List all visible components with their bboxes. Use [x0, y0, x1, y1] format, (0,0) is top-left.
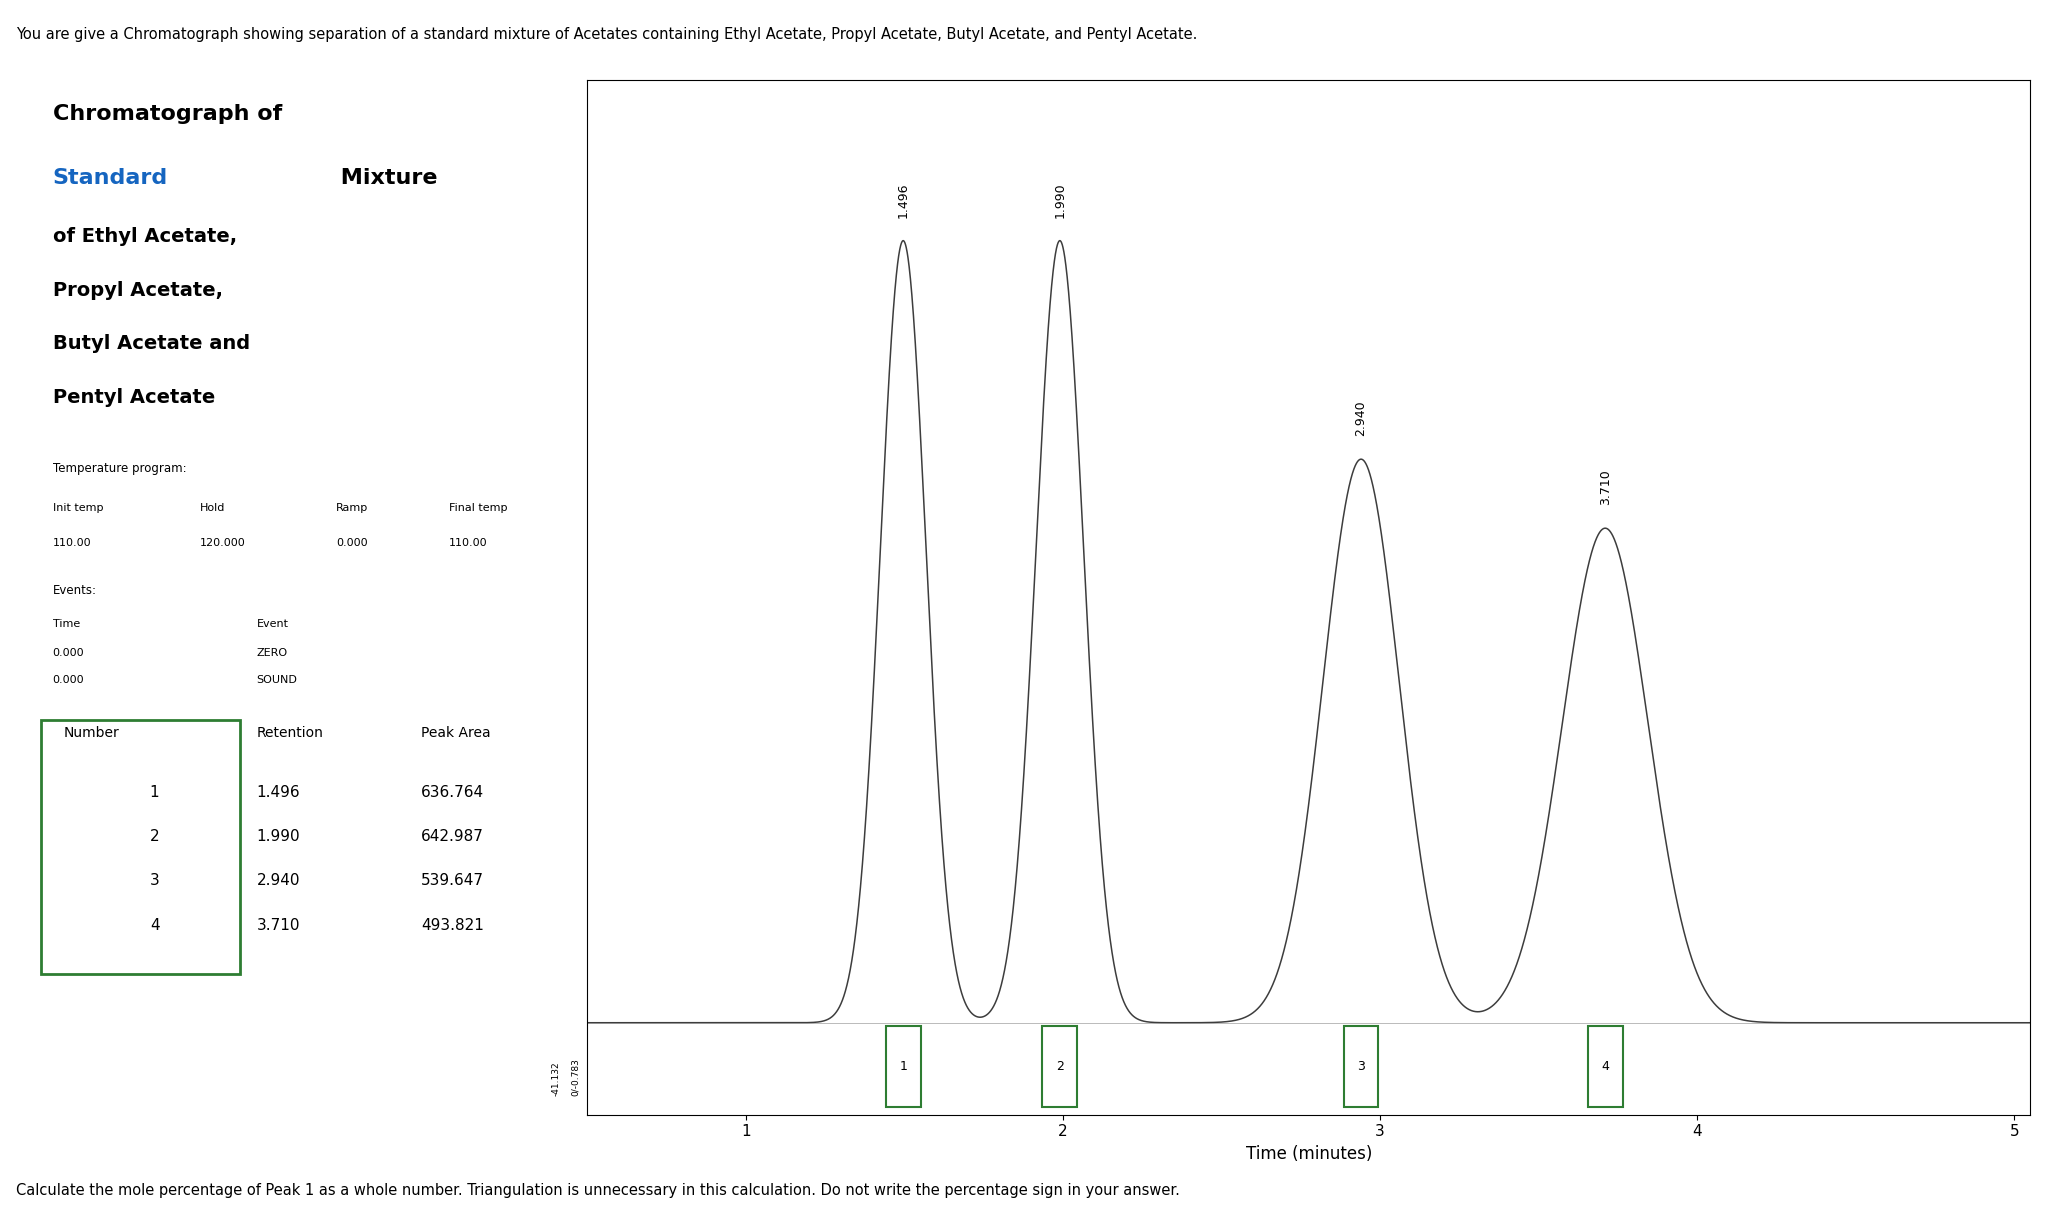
Text: 120.000: 120.000 — [200, 538, 245, 548]
Text: Temperature program:: Temperature program: — [54, 462, 185, 475]
Text: 2: 2 — [150, 829, 159, 844]
Text: 3: 3 — [1356, 1060, 1364, 1073]
Text: You are give a Chromatograph showing separation of a standard mixture of Acetate: You are give a Chromatograph showing sep… — [16, 27, 1197, 42]
Text: 636.764: 636.764 — [420, 785, 484, 800]
Text: Init temp: Init temp — [54, 503, 103, 513]
Bar — [41, 720, 239, 974]
Text: 0.000: 0.000 — [336, 538, 367, 548]
Text: Peak Area: Peak Area — [420, 726, 491, 740]
Text: ZERO: ZERO — [258, 648, 289, 658]
Text: 3: 3 — [150, 873, 159, 888]
Bar — [1587, 1027, 1622, 1106]
Text: 1.990: 1.990 — [258, 829, 301, 844]
Text: Final temp: Final temp — [449, 503, 507, 513]
Text: Hold: Hold — [200, 503, 225, 513]
Text: 110.00: 110.00 — [54, 538, 91, 548]
Bar — [1043, 1027, 1078, 1106]
Text: 1: 1 — [150, 785, 159, 800]
Text: Butyl Acetate and: Butyl Acetate and — [54, 334, 249, 354]
Text: SOUND: SOUND — [258, 675, 297, 685]
Text: 1.496: 1.496 — [258, 785, 301, 800]
Bar — [1344, 1027, 1379, 1106]
Text: 4: 4 — [1601, 1060, 1610, 1073]
Text: 3.710: 3.710 — [258, 918, 301, 932]
Text: Time: Time — [54, 619, 80, 628]
Text: Calculate the mole percentage of Peak 1 as a whole number. Triangulation is unne: Calculate the mole percentage of Peak 1 … — [16, 1183, 1181, 1198]
Text: Events:: Events: — [54, 584, 97, 598]
Text: 3.710: 3.710 — [1599, 469, 1612, 505]
Text: 2.940: 2.940 — [258, 873, 301, 888]
Text: 2.940: 2.940 — [1354, 401, 1369, 436]
Bar — [886, 1027, 921, 1106]
Text: Propyl Acetate,: Propyl Acetate, — [54, 281, 223, 300]
Text: -41.132: -41.132 — [550, 1062, 561, 1096]
Text: Retention: Retention — [258, 726, 324, 740]
Text: 1: 1 — [899, 1060, 907, 1073]
Text: Mixture: Mixture — [332, 168, 437, 187]
Text: 4: 4 — [150, 918, 159, 932]
Text: of Ethyl Acetate,: of Ethyl Acetate, — [54, 227, 237, 246]
Text: 110.00: 110.00 — [449, 538, 488, 548]
Text: Chromatograph of: Chromatograph of — [54, 104, 282, 124]
Text: 642.987: 642.987 — [420, 829, 484, 844]
Text: Ramp: Ramp — [336, 503, 369, 513]
Text: 1.496: 1.496 — [897, 183, 909, 218]
Text: 1.990: 1.990 — [1053, 183, 1066, 218]
Text: Pentyl Acetate: Pentyl Acetate — [54, 388, 214, 408]
Text: 0/-0.783: 0/-0.783 — [571, 1058, 581, 1096]
Text: Standard: Standard — [54, 168, 167, 187]
X-axis label: Time (minutes): Time (minutes) — [1245, 1145, 1373, 1163]
Text: Number: Number — [64, 726, 120, 740]
Text: 493.821: 493.821 — [420, 918, 484, 932]
Text: Event: Event — [258, 619, 289, 628]
Text: 2: 2 — [1055, 1060, 1063, 1073]
Text: 0.000: 0.000 — [54, 675, 85, 685]
Text: 0.000: 0.000 — [54, 648, 85, 658]
Text: 539.647: 539.647 — [420, 873, 484, 888]
